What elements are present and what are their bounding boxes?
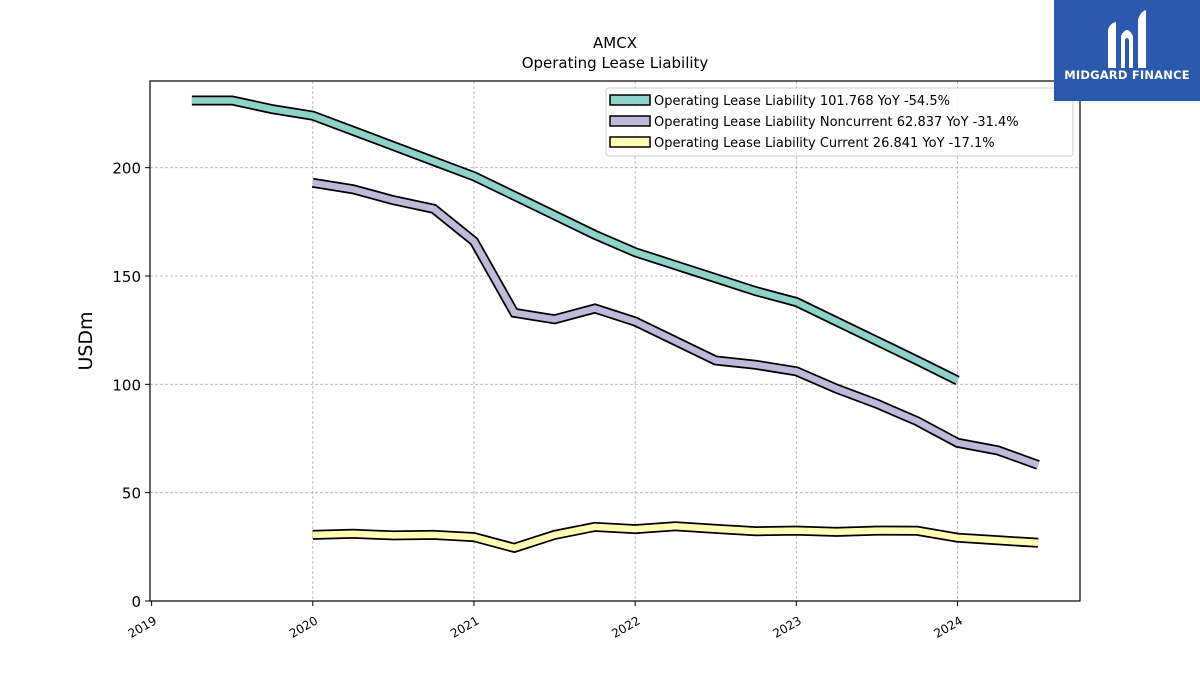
brand-logo: MIDGARD FINANCE: [1054, 0, 1200, 101]
x-tick-label: 2022: [609, 613, 642, 640]
legend-label: Operating Lease Liability Noncurrent 62.…: [654, 115, 1019, 130]
y-tick-label: 200: [112, 160, 141, 178]
legend-label: Operating Lease Liability 101.768 YoY -5…: [654, 94, 950, 109]
series-line-fill: [312, 523, 1039, 552]
legend-swatch: [609, 115, 651, 127]
x-tick-label: 2024: [932, 613, 965, 640]
y-tick-label: 100: [112, 376, 141, 394]
legend-box: [605, 87, 1074, 157]
legend: Operating Lease Liability 101.768 YoY -5…: [605, 87, 1074, 157]
logo-mark-icon: [1108, 10, 1146, 68]
chart-subtitle: Operating Lease Liability: [522, 54, 709, 72]
x-tick-label: 2020: [287, 613, 320, 640]
legend-label: Operating Lease Liability Current 26.841…: [654, 136, 995, 151]
plot-frame: [149, 80, 1081, 602]
y-tick-label: 150: [112, 268, 141, 286]
series-line-1: [191, 95, 960, 385]
chart-title: AMCX: [593, 34, 637, 52]
series-line-outline: [312, 177, 1040, 470]
series-line-fill: [191, 97, 959, 384]
y-tick-label: 50: [122, 485, 141, 503]
series-line-fill: [312, 179, 1040, 468]
legend-swatch: [609, 94, 651, 106]
y-tick-label: 0: [131, 593, 141, 611]
x-tick-label: 2021: [448, 613, 481, 640]
y-axis-label: USDm: [75, 311, 97, 370]
x-tick-label: 2023: [770, 613, 803, 640]
logo-text: MIDGARD FINANCE: [1064, 68, 1190, 82]
legend-swatch: [609, 136, 651, 148]
series-line-3: [312, 521, 1039, 554]
x-tick-label: 2019: [126, 613, 159, 640]
series-line-2: [312, 177, 1040, 470]
